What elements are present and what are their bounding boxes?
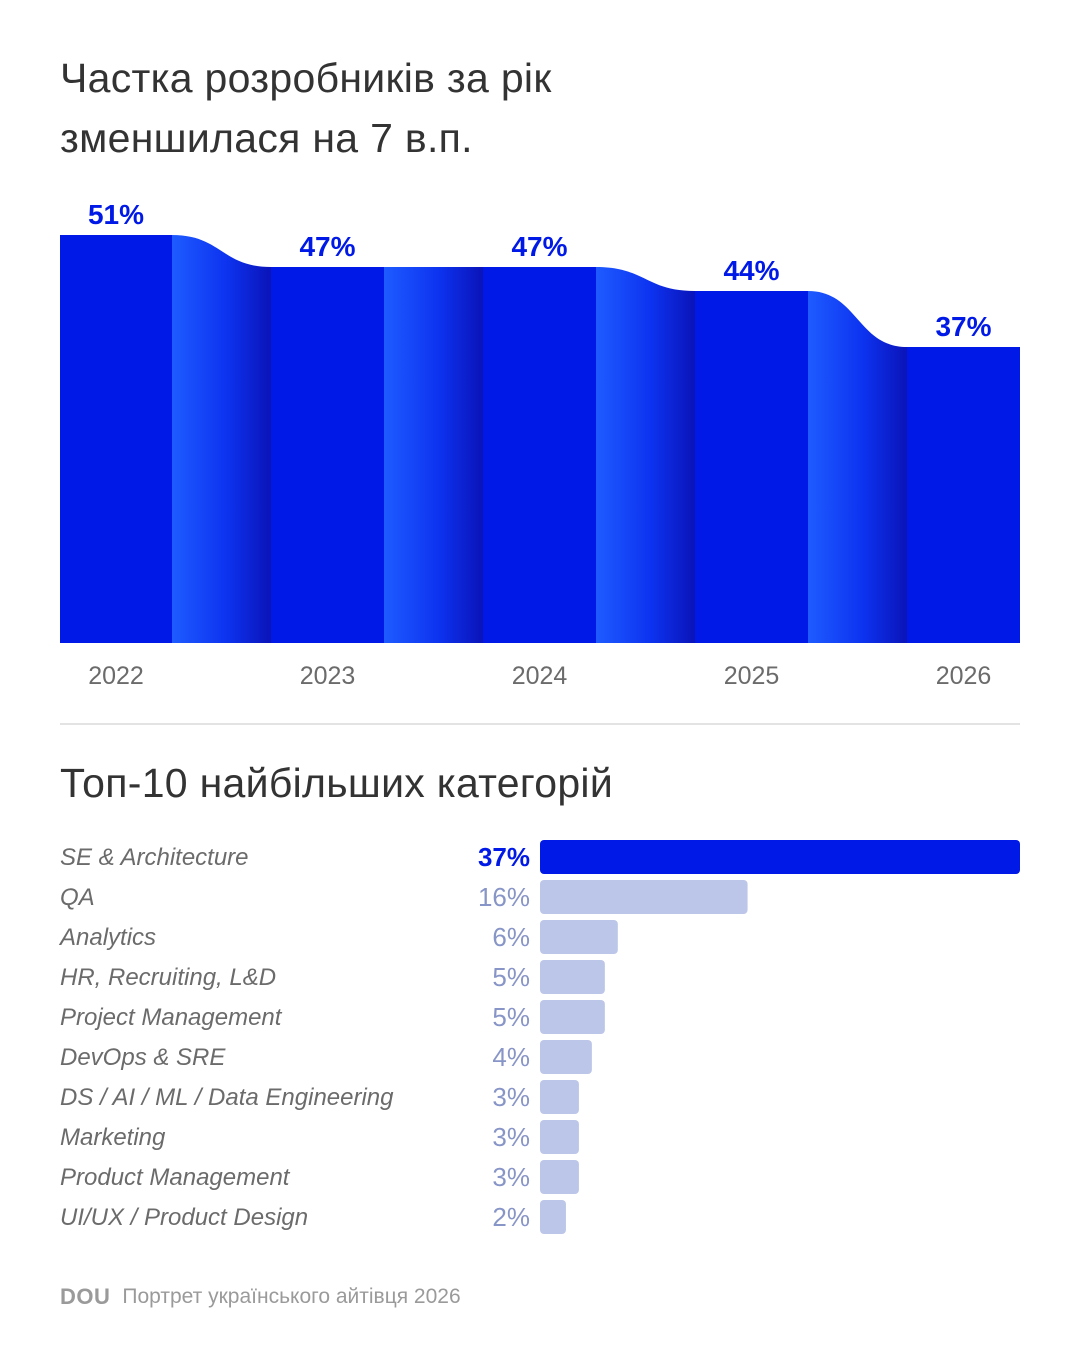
chart-title: Частка розробників за рік зменшилася на … — [60, 55, 552, 161]
value-label: 37% — [935, 311, 991, 342]
bar-value-label: 3% — [492, 1122, 530, 1152]
value-label: 51% — [88, 199, 144, 230]
bar-value-label: 3% — [492, 1082, 530, 1112]
area-transition-2023 — [384, 267, 483, 643]
bar — [540, 920, 618, 954]
dou-logo: DOU — [60, 1284, 111, 1309]
category-label: Project Management — [60, 1004, 283, 1031]
bar-value-label: 4% — [492, 1042, 530, 1072]
area-transition-2022 — [172, 235, 271, 643]
footer-source: Портрет українського айтівця 2026 — [122, 1285, 461, 1308]
category-label: SE & Architecture — [60, 844, 249, 871]
area-segment-2023 — [271, 267, 384, 643]
section-title-top10: Топ-10 найбільших категорій — [60, 760, 614, 806]
area-segment-2026 — [907, 347, 1020, 643]
category-label: QA — [60, 884, 95, 911]
bar-value-label: 5% — [492, 1002, 530, 1032]
bar-value-label: 3% — [492, 1162, 530, 1192]
x-tick-label: 2022 — [88, 662, 144, 690]
x-tick-label: 2026 — [936, 662, 992, 690]
area-segment-2024 — [483, 267, 596, 643]
category-label: UI/UX / Product Design — [60, 1204, 308, 1231]
bar — [540, 1200, 566, 1234]
value-label: 47% — [299, 231, 355, 262]
area-segment-2025 — [695, 291, 808, 643]
bar-value-label: 5% — [492, 962, 530, 992]
bar — [540, 1160, 579, 1194]
area-chart-years: 51% 2022 47% 2023 47% 2024 44% 2025 37% 2026 — [60, 199, 1020, 690]
bar-value-label: 37% — [478, 842, 530, 872]
bar — [540, 1040, 592, 1074]
x-tick-label: 2025 — [724, 662, 780, 690]
bar-value-label: 2% — [492, 1202, 530, 1232]
category-label: Marketing — [60, 1124, 166, 1151]
footer: DOU Портрет українського айтівця 2026 — [60, 1282, 461, 1312]
category-label: DS / AI / ML / Data Engineering — [60, 1084, 394, 1111]
section-divider — [60, 723, 1020, 725]
category-label: HR, Recruiting, L&D — [60, 964, 276, 991]
area-transition-2025 — [808, 291, 907, 643]
bar — [540, 1120, 579, 1154]
bar — [540, 1080, 579, 1114]
bar — [540, 960, 605, 994]
x-tick-label: 2024 — [512, 662, 568, 690]
area-segment-2022 — [60, 235, 172, 643]
area-transition-2024 — [596, 267, 695, 643]
bar-value-label: 6% — [492, 922, 530, 952]
value-label: 44% — [723, 255, 779, 286]
value-label: 47% — [511, 231, 567, 262]
bar — [540, 880, 748, 914]
category-label: DevOps & SRE — [60, 1044, 226, 1071]
bar — [540, 1000, 605, 1034]
x-tick-label: 2023 — [300, 662, 356, 690]
category-label: Analytics — [58, 924, 156, 951]
bar — [540, 840, 1020, 874]
bar-value-label: 16% — [478, 882, 530, 912]
category-label: Product Management — [60, 1164, 291, 1191]
